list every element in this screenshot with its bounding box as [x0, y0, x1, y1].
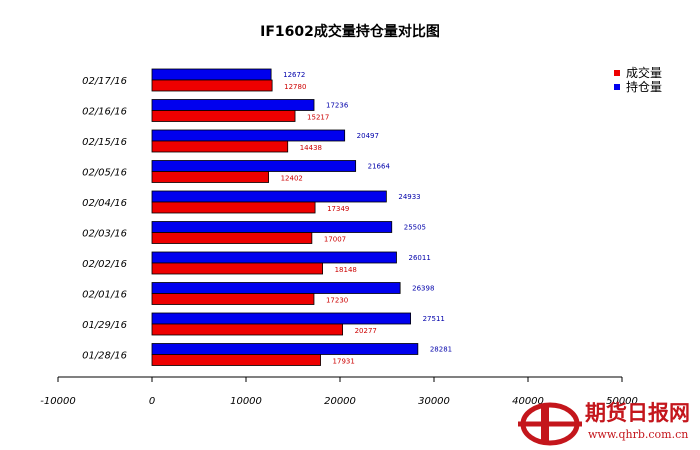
value-label-volume: 18148 — [335, 266, 357, 274]
value-label-volume: 17007 — [324, 236, 346, 244]
x-tick-label: -10000 — [40, 396, 75, 407]
bar-volume — [151, 110, 296, 122]
category-label: 02/15/16 — [82, 137, 127, 148]
category-label: 02/02/16 — [82, 259, 127, 270]
bar-holding — [151, 343, 419, 355]
legend-label: 持仓量 — [626, 79, 662, 94]
category-label: 01/28/16 — [82, 351, 127, 362]
bar-volume — [151, 140, 289, 153]
bar-volume — [151, 171, 269, 183]
chart-title: IF1602成交量持仓量对比图 — [260, 23, 440, 40]
x-tick-label: 0 — [149, 396, 155, 407]
bar-volume — [151, 201, 316, 214]
watermark-logo-icon — [518, 402, 582, 446]
value-label-volume: 12780 — [284, 83, 306, 91]
x-tick-label: 20000 — [324, 396, 356, 407]
x-tick-label: 30000 — [418, 396, 450, 407]
category-label: 02/16/16 — [82, 107, 127, 118]
value-label-volume: 14438 — [300, 144, 322, 152]
value-label-holding: 26398 — [412, 285, 434, 293]
category-label: 02/04/16 — [82, 198, 127, 209]
x-tick-label: 10000 — [230, 396, 262, 407]
category-label: 02/03/16 — [82, 229, 127, 240]
value-label-volume: 17230 — [326, 297, 348, 305]
category-label: 02/01/16 — [82, 290, 127, 301]
x-tick-label: 50000 — [606, 396, 638, 407]
legend-swatch — [614, 84, 620, 90]
bar-holding — [151, 312, 412, 325]
bar-holding — [151, 190, 387, 203]
value-label-volume: 17931 — [333, 358, 355, 366]
value-label-holding: 27511 — [423, 315, 445, 323]
value-label-holding: 25505 — [404, 224, 426, 232]
bar-volume — [151, 262, 323, 275]
category-labels: 02/17/16 02/16/16 02/15/16 02/05/16 02/04/16… — [82, 76, 127, 362]
category-label: 02/17/16 — [82, 76, 127, 87]
bars-group: 12672 12780 17236 15217 20497 14438 21664 12402… — [151, 68, 452, 366]
bar-holding — [151, 68, 272, 81]
x-axis: -10000 0 10000 20000 30000 40000 50000 — [40, 376, 638, 407]
bar-holding — [151, 99, 315, 111]
watermark: 期货日报网 www.qhrb.com.cn — [518, 400, 690, 446]
value-label-volume: 17349 — [327, 205, 349, 213]
bar-volume — [151, 323, 344, 336]
value-label-holding: 26011 — [409, 254, 431, 262]
value-label-holding: 12672 — [283, 71, 305, 79]
value-label-volume: 12402 — [281, 175, 303, 183]
legend-swatch — [614, 70, 620, 76]
category-label: 01/29/16 — [82, 320, 127, 331]
category-label: 02/05/16 — [82, 168, 127, 179]
value-label-holding: 24933 — [398, 193, 420, 201]
bar-holding — [151, 129, 346, 142]
value-label-holding: 17236 — [326, 102, 349, 110]
value-label-holding: 28281 — [430, 346, 452, 354]
watermark-url: www.qhrb.com.cn — [588, 428, 688, 441]
legend: 成交量持仓量 — [614, 65, 662, 94]
bar-holding — [151, 221, 393, 233]
bar-holding — [151, 160, 357, 172]
value-label-volume: 20277 — [355, 327, 377, 335]
bar-holding — [151, 282, 401, 294]
value-label-holding: 21664 — [368, 163, 391, 171]
bar-holding — [151, 251, 397, 264]
bar-volume — [151, 232, 313, 244]
x-tick-label: 40000 — [512, 396, 544, 407]
watermark-name: 期货日报网 — [585, 400, 690, 425]
bar-volume — [151, 354, 321, 366]
bar-volume — [151, 79, 273, 92]
bar-volume — [151, 293, 315, 305]
value-label-holding: 20497 — [357, 132, 379, 140]
legend-label: 成交量 — [626, 65, 662, 80]
value-label-volume: 15217 — [307, 114, 329, 122]
